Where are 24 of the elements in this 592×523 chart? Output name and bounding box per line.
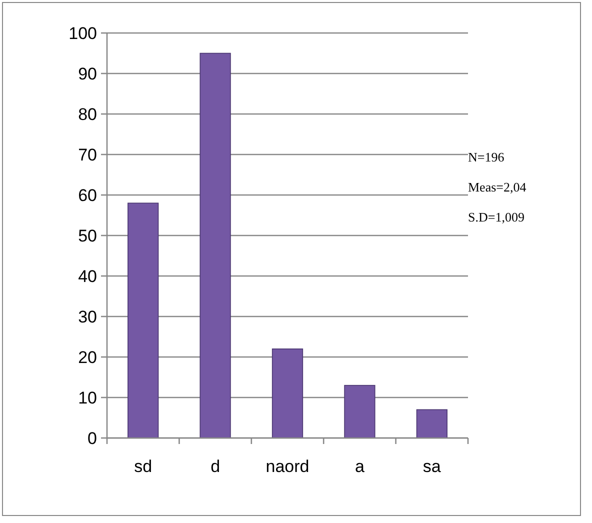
y-tick-label: 80 xyxy=(78,104,97,124)
y-tick-label: 60 xyxy=(78,186,97,205)
x-tick-label: sa xyxy=(422,457,442,476)
bar xyxy=(272,348,304,438)
x-tick-label: sd xyxy=(134,457,152,476)
y-tick-label: 100 xyxy=(68,24,97,43)
bar xyxy=(128,202,159,438)
bar xyxy=(200,52,231,438)
y-tick-label: 30 xyxy=(78,307,97,326)
x-tick-label: d xyxy=(210,457,220,476)
y-tick-label: 70 xyxy=(78,145,97,164)
annotation: S.D=1,009 xyxy=(468,210,524,224)
y-tick-label: 40 xyxy=(78,266,97,286)
x-tick-label: naord xyxy=(266,457,310,476)
annotation: N=196 xyxy=(468,150,505,164)
y-tick-label: 10 xyxy=(78,388,97,408)
x-tick-label: a xyxy=(354,457,365,476)
bar xyxy=(416,409,448,438)
y-tick-label: 90 xyxy=(78,64,97,84)
y-tick-label: 50 xyxy=(78,226,97,246)
annotation: Meas=2,04 xyxy=(468,180,527,194)
bar xyxy=(344,384,376,438)
y-tick-label: 20 xyxy=(78,348,97,367)
y-tick-label: 0 xyxy=(88,428,97,448)
